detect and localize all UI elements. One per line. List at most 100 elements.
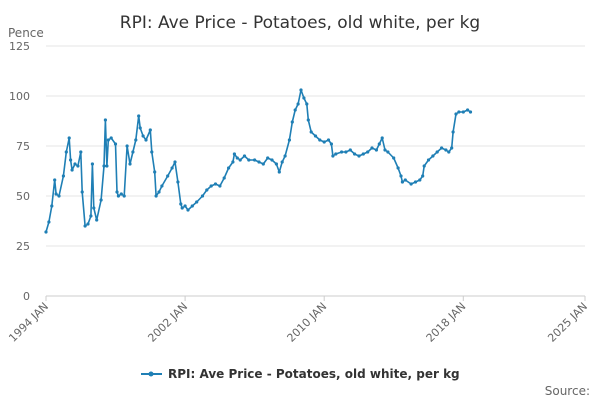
- data-point: [83, 224, 87, 228]
- data-point: [235, 156, 239, 160]
- data-point: [418, 178, 422, 182]
- data-point: [421, 174, 425, 178]
- data-point: [468, 110, 473, 114]
- data-point: [231, 160, 235, 164]
- data-point: [154, 194, 158, 198]
- data-point: [444, 148, 448, 152]
- data-point: [261, 162, 265, 166]
- y-tick-label: 50: [16, 190, 30, 203]
- series-line: [45, 89, 471, 233]
- y-tick-label: 125: [9, 40, 30, 53]
- source-label: Source:: [545, 384, 590, 398]
- data-point: [326, 138, 331, 142]
- data-point: [150, 150, 154, 154]
- data-point: [183, 204, 187, 208]
- data-point: [280, 160, 284, 164]
- x-tick-label: 2010 JAN: [285, 300, 330, 345]
- data-point: [144, 138, 148, 142]
- data-point: [218, 184, 222, 188]
- series-polyline: [45, 89, 471, 233]
- x-tick-label: 2002 JAN: [145, 300, 190, 345]
- data-point: [176, 180, 180, 184]
- data-point: [431, 154, 435, 158]
- data-point: [205, 188, 209, 192]
- data-point: [399, 174, 403, 178]
- data-point: [302, 96, 306, 100]
- data-point: [213, 182, 218, 186]
- data-point: [322, 140, 326, 144]
- data-point: [50, 204, 54, 208]
- data-point: [131, 150, 135, 154]
- data-point: [190, 204, 194, 208]
- data-point: [160, 184, 164, 188]
- data-point: [166, 174, 170, 178]
- data-point: [366, 150, 370, 154]
- data-point: [141, 134, 145, 138]
- data-point: [180, 206, 184, 210]
- data-point: [195, 200, 199, 204]
- data-point: [242, 154, 247, 158]
- data-point: [57, 194, 61, 198]
- data-point: [400, 180, 404, 184]
- data-point: [92, 206, 96, 210]
- chart-title: RPI: Ave Price - Potatoes, old white, pe…: [120, 13, 480, 33]
- data-point: [305, 102, 309, 106]
- data-point: [105, 164, 109, 168]
- data-point: [79, 150, 83, 154]
- data-point: [125, 144, 129, 148]
- data-point: [209, 184, 213, 188]
- data-point: [380, 136, 384, 140]
- data-point: [344, 150, 348, 154]
- data-point: [102, 164, 106, 168]
- data-point: [86, 222, 90, 226]
- data-point: [370, 146, 374, 150]
- data-point: [109, 136, 113, 140]
- data-point: [54, 192, 58, 196]
- data-point: [103, 118, 107, 122]
- data-point: [257, 160, 261, 164]
- data-point: [357, 154, 361, 158]
- data-point: [119, 192, 123, 196]
- data-point: [69, 158, 73, 162]
- y-tick-label: 100: [9, 90, 30, 103]
- data-point: [179, 202, 183, 206]
- data-point: [70, 168, 74, 172]
- data-point: [95, 218, 99, 222]
- x-axis-ticks: 1994 JAN 2002 JAN 2010 JAN 2018 JAN 2025 JAN: [6, 296, 590, 345]
- data-point: [170, 166, 174, 170]
- data-point: [447, 150, 451, 154]
- data-point: [377, 142, 381, 146]
- data-point: [232, 152, 236, 156]
- data-point: [454, 112, 458, 116]
- data-point: [153, 170, 157, 174]
- data-point: [173, 160, 177, 164]
- data-point: [386, 150, 390, 154]
- series-markers: [44, 88, 473, 234]
- data-point: [247, 158, 251, 162]
- data-point: [253, 158, 257, 162]
- data-point: [435, 150, 439, 154]
- data-point: [89, 214, 93, 218]
- y-tick-label: 25: [16, 240, 30, 253]
- data-point: [115, 190, 119, 194]
- data-point: [466, 108, 470, 112]
- data-point: [116, 194, 120, 198]
- data-point: [238, 158, 242, 162]
- data-point: [413, 180, 418, 184]
- x-tick-label: 2018 JAN: [424, 300, 469, 345]
- data-point: [340, 150, 344, 154]
- data-point: [274, 162, 278, 166]
- data-point: [90, 162, 94, 166]
- data-point: [287, 138, 291, 142]
- data-point: [396, 166, 400, 170]
- data-point: [222, 176, 226, 180]
- data-point: [148, 128, 152, 132]
- y-tick-label: 75: [16, 140, 30, 153]
- y-tick-label: 0: [23, 290, 30, 303]
- data-point: [334, 152, 338, 156]
- y-axis-unit-label: Pence: [8, 26, 44, 40]
- data-point: [53, 178, 57, 182]
- data-point: [99, 198, 103, 202]
- data-point: [277, 170, 281, 174]
- legend[interactable]: RPI: Ave Price - Potatoes, old white, pe…: [141, 367, 460, 381]
